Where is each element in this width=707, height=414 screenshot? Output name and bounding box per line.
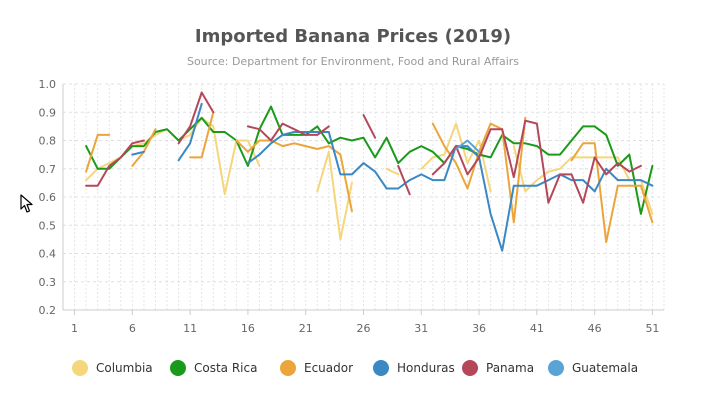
series-line — [131, 102, 654, 252]
legend-marker — [170, 360, 186, 376]
x-tick-label: 51 — [645, 322, 659, 335]
legend-label: Columbia — [96, 361, 153, 375]
grid — [63, 83, 665, 311]
x-tick-label: 36 — [472, 322, 486, 335]
legend-item[interactable]: Guatemala — [548, 360, 638, 376]
series-guatemala — [455, 139, 481, 153]
x-tick-label: 11 — [183, 322, 197, 335]
y-tick-label: 0.7 — [39, 163, 57, 176]
legend-marker — [72, 360, 88, 376]
x-tick-label: 1 — [71, 322, 78, 335]
chart-title: Imported Banana Prices (2019) — [195, 26, 511, 47]
legend-marker — [548, 360, 564, 376]
x-tick-label: 46 — [588, 322, 602, 335]
legend-label: Panama — [486, 361, 534, 375]
x-tick-label: 21 — [299, 322, 313, 335]
legend-marker — [280, 360, 296, 376]
series-panama — [85, 91, 642, 204]
y-tick-label: 0.9 — [39, 106, 57, 119]
x-tick-label: 16 — [241, 322, 255, 335]
legend-item[interactable]: Panama — [462, 360, 534, 376]
y-tick-label: 0.3 — [39, 276, 57, 289]
series-line — [85, 105, 654, 215]
legend-item[interactable]: Ecuador — [280, 360, 353, 376]
x-tick-label: 41 — [530, 322, 544, 335]
x-tick-label: 6 — [129, 322, 136, 335]
legend-marker — [462, 360, 478, 376]
series-line — [85, 91, 642, 204]
legend-label: Costa Rica — [194, 361, 257, 375]
y-tick-label: 0.6 — [39, 191, 57, 204]
series-lines — [85, 91, 654, 252]
legend-label: Guatemala — [572, 361, 638, 375]
axes: 0.20.30.40.50.60.70.80.91.01 6 11 16 21 26 31 3… — [39, 78, 664, 335]
legend-item[interactable]: Honduras — [373, 360, 455, 376]
y-tick-label: 0.5 — [39, 219, 57, 232]
legend[interactable]: Columbia Costa Rica Ecuador Honduras Panama G… — [72, 360, 638, 376]
legend-item[interactable]: Columbia — [72, 360, 153, 376]
mouse-cursor-icon — [20, 194, 33, 213]
chart-subtitle: Source: Department for Environment, Food… — [187, 55, 519, 68]
y-tick-label: 0.2 — [39, 304, 57, 317]
y-tick-label: 1.0 — [39, 78, 57, 91]
series-line — [455, 139, 481, 153]
x-tick-label: 26 — [357, 322, 371, 335]
y-tick-label: 0.8 — [39, 135, 57, 148]
legend-item[interactable]: Costa Rica — [170, 360, 257, 376]
legend-label: Ecuador — [304, 361, 353, 375]
x-tick-label: 31 — [414, 322, 428, 335]
series-costa-rica — [85, 105, 654, 215]
y-tick-label: 0.4 — [39, 248, 57, 261]
legend-label: Honduras — [397, 361, 455, 375]
series-honduras — [131, 102, 654, 252]
legend-marker — [373, 360, 389, 376]
